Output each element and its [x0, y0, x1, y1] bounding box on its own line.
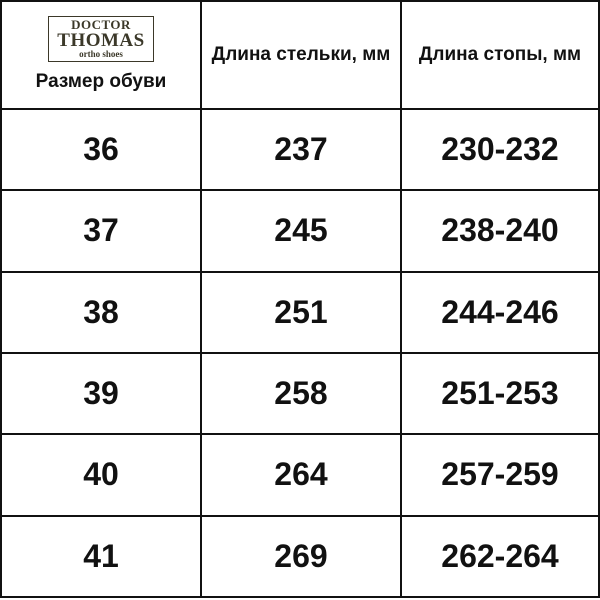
foot-length-cell: 251-253 — [400, 351, 600, 436]
foot-length-cell: 257-259 — [400, 433, 600, 517]
size-cell: 38 — [0, 270, 202, 354]
foot-length-cell: 230-232 — [400, 107, 600, 192]
logo-line1: DOCTOR — [71, 17, 131, 32]
foot-length-cell: 262-264 — [400, 514, 600, 599]
size-cell: 41 — [0, 514, 202, 599]
foot-length-cell: 238-240 — [400, 189, 600, 273]
table-row: 36 237 230-232 — [0, 107, 600, 192]
header-size-label: Размер обуви — [35, 71, 167, 92]
header-foot-length: Длина стопы, мм — [400, 0, 600, 110]
insole-length-cell: 245 — [200, 189, 402, 273]
insole-length-cell: 237 — [200, 107, 402, 192]
size-cell: 36 — [0, 107, 202, 192]
insole-length-cell: 258 — [200, 351, 402, 436]
header-row: DOCTOR THOMAS ortho shoes Размер обуви Д… — [0, 0, 600, 110]
table-row: 41 269 262-264 — [0, 514, 600, 599]
header-insole-length: Длина стельки, мм — [200, 0, 402, 110]
foot-length-cell: 244-246 — [400, 270, 600, 354]
logo-line2: THOMAS — [57, 30, 145, 51]
doctor-thomas-logo: DOCTOR THOMAS ortho shoes — [48, 16, 154, 62]
table-row: 40 264 257-259 — [0, 433, 600, 517]
table-row: 37 245 238-240 — [0, 189, 600, 273]
table-row: 39 258 251-253 — [0, 351, 600, 436]
insole-length-cell: 251 — [200, 270, 402, 354]
table-row: 38 251 244-246 — [0, 270, 600, 354]
header-size: DOCTOR THOMAS ortho shoes Размер обуви — [0, 0, 202, 110]
size-cell: 37 — [0, 189, 202, 273]
insole-length-cell: 264 — [200, 433, 402, 517]
insole-length-cell: 269 — [200, 514, 402, 599]
size-cell: 40 — [0, 433, 202, 517]
logo-line3: ortho shoes — [79, 49, 123, 59]
size-cell: 39 — [0, 351, 202, 436]
